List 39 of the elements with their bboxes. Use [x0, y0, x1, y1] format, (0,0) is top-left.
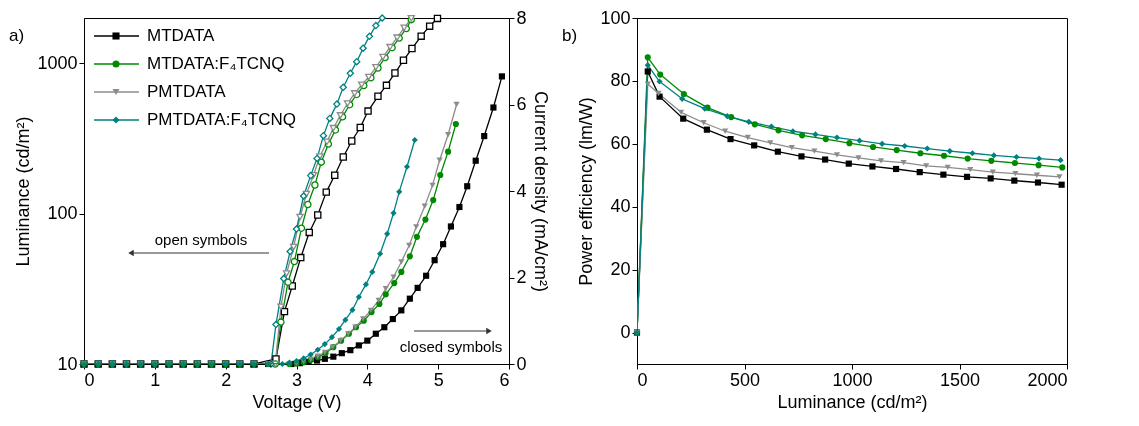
x-tick-label: 2000 — [1027, 369, 1068, 390]
y-tick-label: 80 — [610, 70, 631, 91]
x-axis-title: Voltage (V) — [252, 391, 342, 412]
legend-label: MTDATA:F₄TCNQ — [147, 54, 285, 73]
legend-label: PMTDATA:F₄TCNQ — [147, 110, 296, 129]
chart-title: b) — [562, 26, 578, 45]
y2-tick-label: 0 — [516, 353, 527, 374]
y-axis-title: Power efficiency (lm/W) — [576, 97, 597, 286]
text: a) — [9, 26, 25, 45]
x-tick-label: 4 — [362, 369, 373, 390]
x-axis-title: Luminance (cd/m²) — [777, 391, 928, 412]
x-tick-label: 1 — [150, 369, 161, 390]
y-tick-label: 0 — [620, 322, 631, 343]
y2-axis-title: Current density (mA/cm²) — [530, 90, 551, 293]
y-axis-title: Luminance (cd/m²) — [13, 116, 34, 267]
x-tick-label: 6 — [499, 369, 510, 390]
y-tick-label: 1000 — [37, 52, 78, 73]
y-tick-label: 20 — [610, 259, 631, 280]
x-tick-label: 0 — [637, 369, 648, 390]
annotation: closed symbols — [399, 338, 503, 355]
x-tick-label: 3 — [291, 369, 303, 390]
y2-tick-label: 2 — [516, 267, 527, 287]
annotation: open symbols — [154, 231, 248, 248]
x-tick-label: 500 — [729, 369, 761, 390]
x-tick-label: 1000 — [832, 369, 873, 390]
y-tick-label: 10 — [57, 353, 78, 374]
y-tick-label: 100 — [47, 203, 78, 224]
x-tick-label: 2 — [221, 369, 232, 390]
y2-tick-label: 6 — [516, 94, 527, 114]
x-tick-label: 5 — [433, 369, 444, 390]
y-tick-label: 40 — [610, 196, 631, 217]
legend-label: PMTDATA — [147, 82, 227, 101]
y-tick-label: 60 — [610, 133, 631, 154]
x-tick-label: 1500 — [939, 369, 981, 390]
x-tick-label: 0 — [84, 369, 95, 390]
y2-tick-label: 8 — [516, 7, 527, 28]
y-tick-label: 100 — [600, 7, 631, 28]
y2-tick-label: 4 — [516, 180, 527, 201]
legend-label: MTDATA — [147, 26, 216, 45]
